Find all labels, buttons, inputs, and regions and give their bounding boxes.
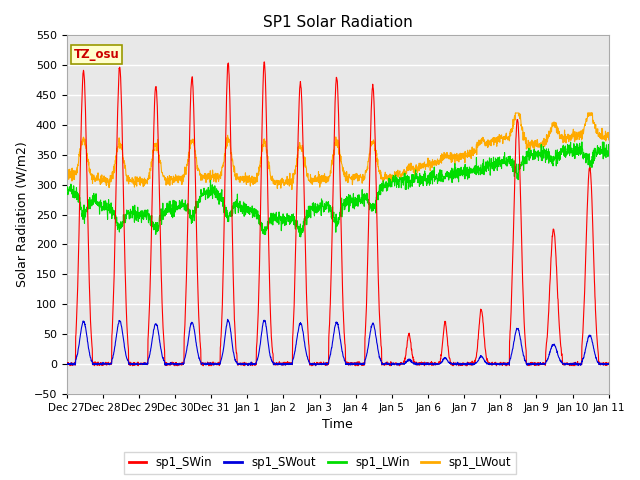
Text: TZ_osu: TZ_osu (74, 48, 120, 61)
Legend: sp1_SWin, sp1_SWout, sp1_LWin, sp1_LWout: sp1_SWin, sp1_SWout, sp1_LWin, sp1_LWout (124, 452, 516, 474)
Title: SP1 Solar Radiation: SP1 Solar Radiation (263, 15, 413, 30)
Y-axis label: Solar Radiation (W/m2): Solar Radiation (W/m2) (15, 142, 28, 288)
X-axis label: Time: Time (323, 419, 353, 432)
